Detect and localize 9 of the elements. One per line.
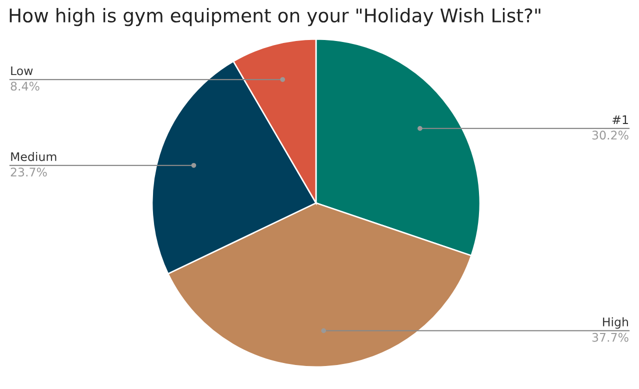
data-label: 23.7% xyxy=(10,168,47,177)
slice-label: Medium xyxy=(11,152,56,162)
data-label: 37.7% xyxy=(592,332,628,342)
data-label: 8.4% xyxy=(10,82,40,91)
data-label: 30.2% xyxy=(592,130,628,140)
slice-label: High xyxy=(603,317,628,329)
chart-title: How high is gym equipment on your "Holiday Wish List?" xyxy=(10,8,540,26)
slice-label: Low xyxy=(11,66,33,76)
slice-label: #1 xyxy=(612,115,628,124)
